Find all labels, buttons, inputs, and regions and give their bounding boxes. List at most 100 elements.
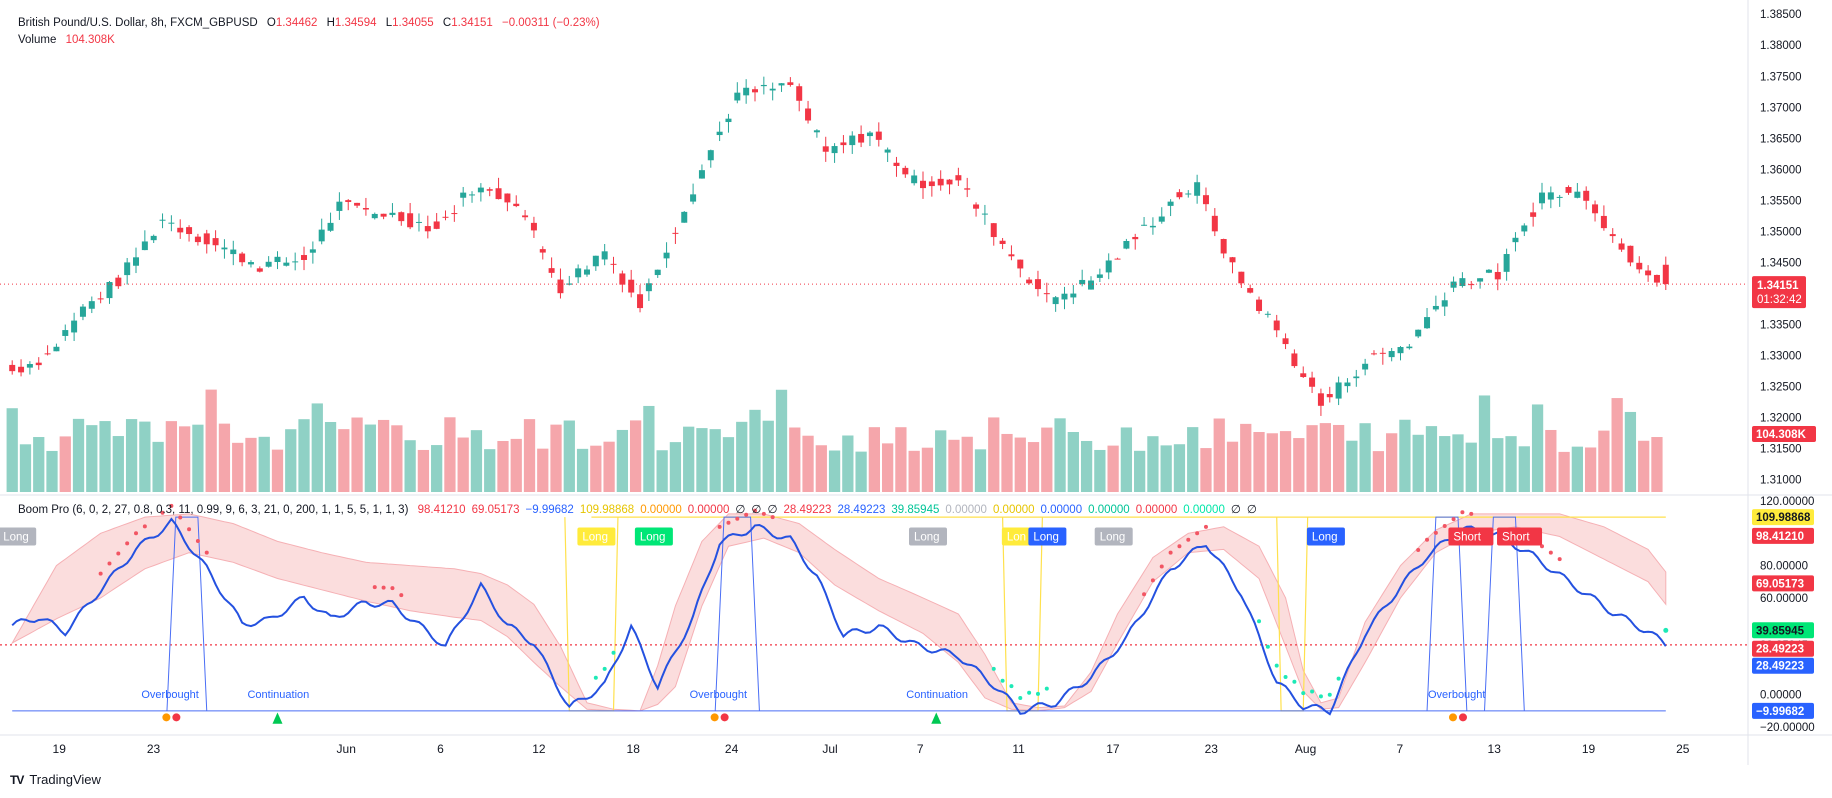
price-axis-label: 1.38000 bbox=[1760, 40, 1802, 52]
green-dot bbox=[593, 675, 598, 680]
candle-body bbox=[1096, 274, 1103, 278]
candle-body bbox=[9, 364, 16, 372]
time-axis-label: 23 bbox=[1205, 742, 1219, 756]
price-axis-label: 1.37000 bbox=[1760, 102, 1802, 114]
candle-body bbox=[893, 162, 900, 166]
signal-tag bbox=[1094, 527, 1133, 546]
candle-body bbox=[1141, 224, 1148, 226]
candle-body bbox=[1424, 317, 1431, 329]
osc-axis-label: 120.00000 bbox=[1760, 496, 1814, 508]
candle-body bbox=[1397, 347, 1404, 354]
volume-bar bbox=[1041, 427, 1053, 492]
red-dot bbox=[1425, 537, 1430, 542]
volume-bar bbox=[391, 425, 403, 492]
candle-body bbox=[760, 84, 767, 87]
candle-body bbox=[734, 92, 741, 101]
volume-bar bbox=[961, 436, 973, 492]
green-dot bbox=[1327, 692, 1332, 697]
time-axis-label: 19 bbox=[1582, 742, 1596, 756]
green-dot bbox=[1009, 684, 1014, 689]
candle-body bbox=[1609, 234, 1616, 237]
red-dot bbox=[98, 571, 103, 576]
red-dot bbox=[1186, 537, 1191, 542]
green-dot bbox=[1027, 690, 1032, 695]
candle-body bbox=[26, 364, 33, 368]
green-dot bbox=[602, 666, 607, 671]
candle-body bbox=[1061, 293, 1068, 300]
candle-body bbox=[1485, 269, 1492, 273]
candle-body bbox=[283, 262, 290, 266]
candle-body bbox=[389, 212, 396, 215]
candle-body bbox=[628, 279, 635, 293]
red-dot bbox=[204, 550, 209, 555]
osc-axis-tag-text: 28.49223 bbox=[1756, 644, 1804, 656]
time-axis-label: Jul bbox=[822, 742, 837, 756]
red-dot bbox=[1548, 550, 1553, 555]
candle-body bbox=[645, 283, 652, 292]
red-dot bbox=[1195, 531, 1200, 536]
osc-axis-label: −20.00000 bbox=[1760, 722, 1815, 734]
candle-body bbox=[212, 238, 219, 246]
candle-body bbox=[1335, 382, 1342, 399]
green-dot bbox=[1336, 676, 1341, 681]
osc-axis-tag bbox=[1752, 509, 1814, 526]
red-dot bbox=[390, 586, 395, 591]
red-dot bbox=[1150, 578, 1155, 583]
symbol-title[interactable]: British Pound/U.S. Dollar, 8h, FXCM_GBPU… bbox=[18, 17, 258, 29]
candle-body bbox=[1556, 196, 1563, 198]
candle-body bbox=[663, 252, 670, 259]
candle-body bbox=[1362, 363, 1369, 370]
candle-body bbox=[1220, 239, 1227, 254]
volume-bar bbox=[683, 426, 695, 492]
candle-body bbox=[133, 257, 140, 266]
volume-bar bbox=[338, 429, 350, 492]
candle-body bbox=[495, 188, 502, 200]
candle-body bbox=[327, 222, 334, 231]
candle-body bbox=[866, 132, 873, 137]
candle-body bbox=[1229, 257, 1236, 263]
time-axis-label: 17 bbox=[1106, 742, 1120, 756]
osc-axis-tag-text: 28.49223 bbox=[1756, 661, 1804, 673]
candle-body bbox=[1344, 382, 1351, 387]
candle-body bbox=[239, 253, 246, 263]
green-dot bbox=[1283, 674, 1288, 679]
open-label: O bbox=[266, 17, 276, 29]
candle-body bbox=[1415, 329, 1422, 337]
volume-bar bbox=[457, 437, 469, 492]
volume-bar bbox=[590, 445, 602, 492]
candle-body bbox=[62, 330, 69, 336]
volume-bar bbox=[842, 435, 854, 492]
price-axis-label: 1.32500 bbox=[1760, 382, 1802, 394]
volume-bar bbox=[510, 438, 522, 492]
candle-body bbox=[106, 282, 113, 299]
volume-bar bbox=[762, 420, 774, 492]
candle-body bbox=[822, 146, 829, 152]
tradingview-brand[interactable]: TV TradingView bbox=[10, 772, 101, 787]
signal-tag bbox=[1448, 527, 1494, 546]
time-axis-label: 7 bbox=[1397, 742, 1404, 756]
green-dot bbox=[1018, 695, 1023, 700]
volume-label[interactable]: Volume bbox=[18, 34, 57, 46]
red-dot bbox=[1203, 524, 1208, 529]
red-dot bbox=[1469, 511, 1474, 516]
candle-body bbox=[18, 366, 25, 373]
candle-body bbox=[831, 146, 838, 154]
green-dot bbox=[1044, 686, 1049, 691]
candle-body bbox=[778, 83, 785, 86]
volume-bar bbox=[563, 420, 575, 492]
volume-bar bbox=[1332, 424, 1345, 492]
candle-body bbox=[415, 221, 422, 223]
volume-bar bbox=[1425, 426, 1438, 492]
volume-bar bbox=[1173, 444, 1186, 492]
osc-axis-label: 60.00000 bbox=[1760, 593, 1808, 605]
volume-bar bbox=[1638, 440, 1650, 492]
indicator-name[interactable]: Boom Pro (6, 0, 2, 27, 0.8, 0.3, 11, 0.9… bbox=[18, 504, 409, 516]
candle-body bbox=[805, 108, 812, 121]
volume-bar bbox=[935, 430, 947, 492]
candle-body bbox=[44, 353, 51, 355]
red-dot bbox=[1460, 510, 1465, 515]
candle-body bbox=[539, 249, 546, 253]
volume-legend: Volume 104.308K bbox=[18, 34, 121, 46]
candle-body bbox=[955, 175, 962, 181]
